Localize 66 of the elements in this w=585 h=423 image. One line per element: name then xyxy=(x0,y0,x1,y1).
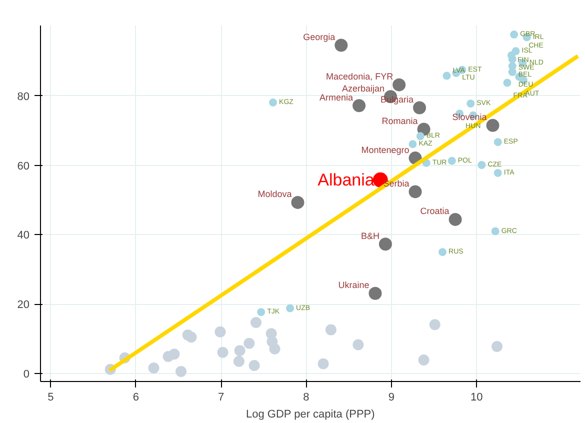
point xyxy=(478,160,486,169)
point xyxy=(234,345,246,356)
data-label: Armenia xyxy=(320,92,354,102)
point xyxy=(176,366,187,377)
point xyxy=(352,339,364,350)
data-label: Azerbaijan xyxy=(342,83,385,94)
point xyxy=(233,356,244,367)
point xyxy=(413,101,426,114)
y-tick-label: 60 xyxy=(17,160,30,172)
point xyxy=(418,354,430,366)
data-label: Romania xyxy=(382,116,418,126)
y-tick-label: 80 xyxy=(17,90,30,103)
y-tick-label: 0 xyxy=(23,368,30,381)
point xyxy=(148,362,160,374)
x-tick-label: 8 xyxy=(303,392,310,404)
point xyxy=(250,317,262,328)
point xyxy=(442,72,451,80)
point xyxy=(408,140,417,148)
point xyxy=(168,348,180,360)
point xyxy=(368,286,382,300)
point xyxy=(244,338,255,349)
point xyxy=(510,30,518,39)
point xyxy=(325,324,336,336)
x-tick-label: 10 xyxy=(470,392,483,404)
point xyxy=(494,138,502,146)
point xyxy=(448,212,462,226)
point xyxy=(352,99,366,112)
data-label: Montenegro xyxy=(361,144,410,155)
point xyxy=(318,358,329,370)
point xyxy=(486,118,500,132)
point xyxy=(214,326,226,338)
data-label: Croatia xyxy=(420,206,450,216)
point xyxy=(466,100,475,108)
data-label: Macedonia, FYR xyxy=(326,72,394,82)
point xyxy=(408,185,422,198)
point xyxy=(286,304,294,312)
data-label: Georgia xyxy=(303,32,336,42)
point xyxy=(217,346,228,358)
point xyxy=(378,238,392,251)
point xyxy=(291,196,304,209)
point xyxy=(248,360,260,372)
x-tick-label: 7 xyxy=(218,392,224,404)
x-tick-label: 6 xyxy=(132,392,139,404)
point xyxy=(491,227,500,236)
point xyxy=(392,78,406,92)
point xyxy=(186,332,197,343)
x-tick-label: 5 xyxy=(48,392,54,404)
point xyxy=(269,343,280,354)
y-tick-label: 20 xyxy=(17,299,30,312)
y-tick-label: 40 xyxy=(17,230,30,242)
point xyxy=(492,340,503,352)
data-label: Ukraine xyxy=(338,280,370,290)
point xyxy=(438,248,447,256)
data-label: B&H xyxy=(360,230,380,241)
point xyxy=(269,98,278,107)
point xyxy=(416,132,424,140)
point xyxy=(257,308,266,316)
x-axis-title: Log GDP per capita (PPP) xyxy=(246,408,375,420)
point xyxy=(334,38,348,52)
point xyxy=(494,168,502,177)
data-label: Moldova xyxy=(258,189,292,200)
point xyxy=(503,78,512,87)
point xyxy=(429,319,440,330)
point xyxy=(508,68,516,76)
point xyxy=(448,156,456,165)
x-tick-label: 9 xyxy=(388,392,394,404)
